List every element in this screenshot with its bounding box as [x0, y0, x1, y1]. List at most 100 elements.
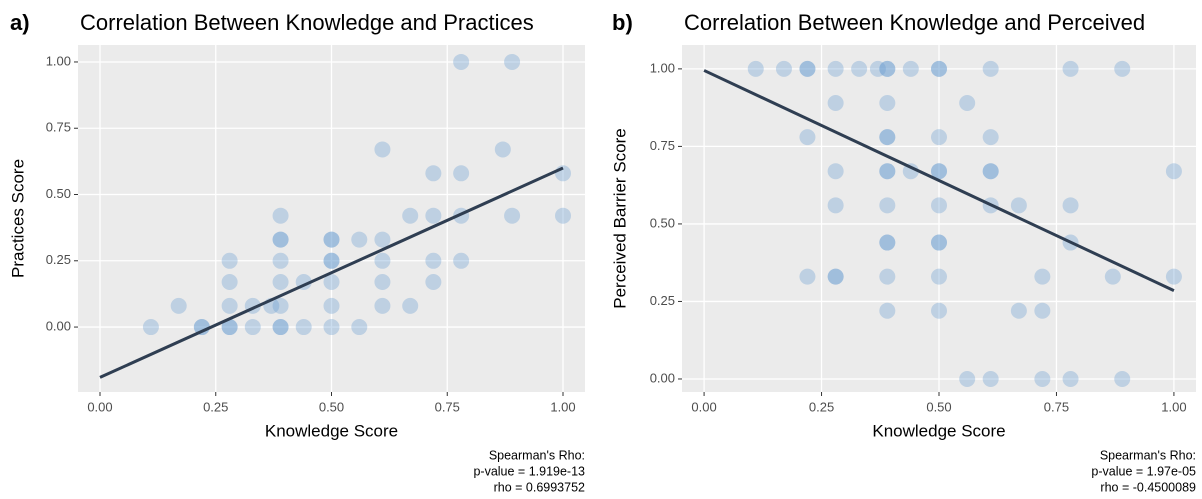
annotation: rho = 0.6993752 — [494, 480, 585, 494]
point — [931, 60, 947, 77]
point — [879, 129, 896, 146]
point — [931, 163, 947, 180]
point — [555, 165, 572, 182]
point — [982, 60, 999, 77]
point — [221, 273, 238, 290]
point — [1114, 370, 1131, 387]
point — [879, 163, 896, 180]
point — [827, 94, 844, 111]
point — [827, 163, 844, 180]
point — [959, 94, 976, 111]
point — [959, 370, 976, 387]
point — [799, 268, 816, 285]
trend-line — [703, 69, 1175, 292]
x-tick-label: 1.00 — [1161, 399, 1186, 414]
point — [1010, 197, 1027, 214]
y-tick-label: 0.00 — [650, 370, 675, 385]
point — [272, 297, 289, 314]
point — [902, 163, 919, 180]
x-tick-label: 0.75 — [435, 399, 460, 414]
x-axis-label: Knowledge Score — [872, 421, 1005, 440]
point — [272, 319, 289, 336]
point — [1165, 268, 1182, 285]
point — [374, 297, 391, 314]
point — [879, 129, 896, 146]
panel-label: a) — [10, 10, 30, 35]
point — [869, 60, 886, 77]
point — [402, 297, 419, 314]
x-tick-label: 0.75 — [1044, 399, 1069, 414]
x-tick-label: 0.50 — [926, 399, 951, 414]
point — [555, 207, 572, 224]
annotation: p-value = 1.97e-05 — [1091, 464, 1196, 478]
point — [295, 319, 312, 336]
point — [425, 207, 442, 224]
point — [272, 273, 289, 290]
point — [323, 273, 340, 290]
point — [879, 197, 896, 214]
annotation: Spearman's Rho: — [1100, 448, 1196, 462]
x-tick-label: 0.00 — [691, 399, 716, 414]
point — [323, 231, 340, 248]
point — [827, 197, 844, 214]
point — [1165, 163, 1182, 180]
y-tick-label: 1.00 — [46, 53, 71, 68]
point — [453, 252, 470, 269]
point — [323, 297, 340, 314]
point — [221, 252, 238, 269]
x-tick-label: 0.50 — [319, 399, 344, 414]
point — [982, 163, 999, 180]
point — [351, 319, 368, 336]
point — [799, 129, 816, 146]
point — [851, 60, 868, 77]
point — [374, 252, 391, 269]
point — [425, 165, 442, 182]
annotation: Spearman's Rho: — [489, 448, 585, 462]
point — [272, 252, 289, 269]
point — [982, 163, 999, 180]
point — [827, 60, 844, 77]
point — [931, 268, 947, 285]
point — [982, 370, 999, 387]
point — [1114, 60, 1131, 77]
point — [931, 197, 947, 214]
point — [775, 60, 792, 77]
point — [747, 60, 764, 77]
point — [1034, 268, 1051, 285]
point — [1010, 302, 1027, 319]
y-tick-label: 0.00 — [46, 318, 71, 333]
point — [879, 60, 896, 77]
point — [931, 60, 947, 77]
chart-title: Correlation Between Knowledge and Practi… — [80, 10, 534, 35]
point — [244, 319, 261, 336]
point — [982, 129, 999, 146]
y-axis-label: Perceived Barrier Score — [610, 128, 629, 308]
point — [827, 268, 844, 285]
point — [931, 234, 947, 251]
x-tick-label: 0.25 — [203, 399, 228, 414]
y-axis-label: Practices Score — [8, 159, 27, 278]
point — [323, 252, 340, 269]
point — [879, 163, 896, 180]
point — [1034, 302, 1051, 319]
trend-line — [99, 166, 564, 379]
point — [272, 207, 289, 224]
x-axis-label: Knowledge Score — [265, 421, 398, 440]
point — [1062, 60, 1079, 77]
point — [879, 268, 896, 285]
point — [323, 231, 340, 248]
point — [221, 319, 238, 336]
point — [221, 297, 238, 314]
point — [799, 60, 816, 77]
point — [1104, 268, 1121, 285]
point — [504, 207, 521, 224]
point — [323, 252, 340, 269]
point — [827, 268, 844, 285]
point — [402, 207, 419, 224]
point — [799, 60, 816, 77]
x-tick-label: 0.00 — [87, 399, 112, 414]
point — [425, 273, 442, 290]
y-tick-label: 0.75 — [650, 138, 675, 153]
point — [272, 231, 289, 248]
point — [221, 319, 238, 336]
